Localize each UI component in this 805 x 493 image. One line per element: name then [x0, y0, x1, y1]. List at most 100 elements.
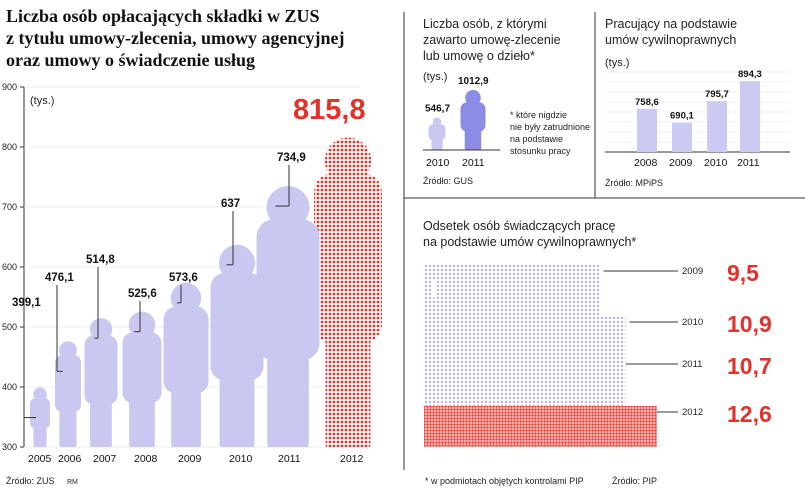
zus-figure-2012-leg-right: [344, 310, 371, 447]
zus-value-label: 514,8: [86, 254, 115, 266]
zus-panel: Liczba osób opłacających składki w ZUS z…: [2, 6, 382, 486]
gus-unit: (tys.): [423, 71, 447, 83]
gus-annotation: * które nigdzie nie były zatrudnione na …: [510, 110, 590, 156]
mpips-unit: (tys.): [605, 57, 629, 69]
mpips-value-label: 758,6: [635, 97, 659, 108]
zus-figure-2010-body: [210, 272, 264, 381]
mpips-bar: [637, 108, 657, 152]
zus-value-label: 525,6: [128, 288, 157, 300]
zus-year-label: 2011: [278, 453, 301, 465]
pip-year-label: 2009: [682, 266, 703, 277]
svg-text:na podstawie: na podstawie: [510, 134, 563, 144]
pip-panel: Odsetek osób świadczących pracę na podst…: [423, 219, 772, 486]
zus-figure-2010: [210, 244, 264, 447]
pip-figure-icon: [432, 280, 436, 298]
gus-figure-2011-leg-right: [471, 126, 482, 150]
zus-figure-2011-head: [266, 186, 310, 229]
pip-value-label: 10,9: [727, 311, 772, 337]
gus-year-label: 2010: [426, 157, 450, 169]
zus-y-tick-label: 600: [2, 262, 17, 272]
zus-credit: RM: [67, 479, 78, 486]
zus-figure-2006: [55, 341, 81, 447]
zus-value-label: 399,1: [12, 297, 41, 309]
zus-value-label-highlight: 815,8: [293, 94, 366, 126]
zus-year-label: 2008: [134, 453, 158, 465]
zus-y-tick-label: 700: [2, 202, 17, 212]
zus-value-label: 637: [221, 198, 240, 210]
gus-figures: 546,7 2010 1012,9 2011: [423, 76, 500, 169]
mpips-title-line1: Pracujący na podstawie: [605, 17, 737, 31]
gus-value-label: 1012,9: [458, 76, 489, 87]
gus-year-label: 2011: [462, 157, 485, 169]
svg-text:* które nigdzie: * które nigdzie: [510, 110, 567, 120]
zus-y-tick-label: 500: [2, 322, 17, 332]
zus-figure-2007-leg-right: [99, 391, 112, 447]
mpips-bar: [707, 101, 727, 152]
zus-year-label: 2007: [93, 453, 117, 465]
zus-year-label: 2012: [340, 453, 364, 465]
mpips-value-label: 795,7: [705, 89, 729, 100]
pip-bar-2012: [424, 406, 657, 447]
pip-source: Źródło: PIP: [612, 476, 657, 486]
zus-figure-2010-head: [218, 244, 256, 281]
gus-figure-2011: [460, 90, 486, 150]
zus-title-line3: oraz umowy o świadczenie usług: [6, 50, 255, 70]
gus-title-line1: Liczba osób, z którymi: [423, 17, 547, 31]
zus-y-tick-label: 300: [2, 442, 17, 452]
gus-figure-2011-body: [460, 102, 486, 132]
zus-figure-2006-head: [59, 341, 77, 360]
mpips-year-label: 2008: [634, 157, 658, 169]
zus-y-tick-label: 900: [2, 82, 17, 92]
zus-figure-2012-head: [324, 137, 372, 184]
gus-figure-2010-body: [428, 124, 446, 141]
zus-year-label: 2005: [28, 453, 52, 465]
pip-title-line2: na podstawie umów cywilnoprawnych*: [423, 235, 636, 249]
mpips-title-line2: umów cywilnoprawnych: [605, 33, 736, 47]
gus-figure-2010-head: [432, 117, 442, 127]
zus-title-line2: z tytułu umowy-zlecenia, umowy agencyjne…: [6, 28, 344, 48]
zus-figure-2012-body: [314, 173, 382, 344]
mpips-year-label: 2011: [737, 157, 760, 169]
gus-source: Źródło: GUS: [423, 176, 473, 186]
zus-figure-2005-leg-right: [39, 422, 47, 447]
mpips-bar: [672, 122, 692, 152]
zus-figure-2008-body: [122, 332, 162, 404]
gus-title-line3: lub umowę o dzieło*: [423, 49, 535, 63]
mpips-bars: 758,6 2008 690,1 2009 795,7 2010 894,3 2011: [634, 69, 762, 169]
pip-value-label: 9,5: [727, 260, 759, 286]
zus-figure-2006-body: [55, 355, 81, 413]
zus-figure-2007-head: [89, 318, 113, 341]
zus-year-labels: 2005 2006 2007 2008 2009 2010 2011 2012: [28, 453, 364, 465]
pip-footnote: * w podmiotach objętych kontrolami PIP: [425, 476, 584, 486]
pip-year-label: 2012: [682, 407, 703, 418]
zus-figure-2009: [163, 282, 209, 447]
zus-unit: (tys.): [30, 95, 54, 107]
pip-year-label: 2010: [682, 317, 703, 328]
mpips-year-label: 2009: [669, 157, 693, 169]
zus-figure-2009-body: [163, 306, 209, 394]
mpips-year-label: 2010: [704, 157, 728, 169]
zus-value-label: 573,6: [169, 272, 198, 284]
zus-figures: [30, 137, 382, 447]
mpips-grid: [605, 71, 790, 153]
zus-figure-2008: [122, 311, 162, 447]
zus-year-label: 2006: [58, 453, 82, 465]
gus-title-line2: zawarto umowę-zlecenie: [423, 33, 561, 47]
zus-figure-2005-body: [30, 398, 50, 429]
zus-figure-2012: [314, 137, 382, 447]
zus-figure-2005-head: [33, 387, 47, 402]
zus-figure-2008-leg-right: [140, 389, 155, 447]
zus-value-label: 734,9: [277, 152, 306, 164]
zus-figure-2007-body: [84, 335, 118, 405]
mpips-value-label: 894,3: [738, 69, 762, 80]
zus-figure-2010-leg-right: [234, 359, 255, 447]
zus-year-label: 2010: [229, 453, 253, 465]
zus-value-labels: 399,1 476,1 514,8 525,6 573,6 637 734,9 815,8: [12, 94, 366, 419]
zus-source: Źródło: ZUS: [6, 476, 55, 486]
pip-value-label: 10,7: [727, 353, 772, 379]
pip-value-label: 12,6: [727, 401, 772, 427]
mpips-bar: [740, 81, 760, 152]
zus-year-label: 2009: [178, 453, 202, 465]
zus-y-tick-label: 800: [2, 142, 17, 152]
